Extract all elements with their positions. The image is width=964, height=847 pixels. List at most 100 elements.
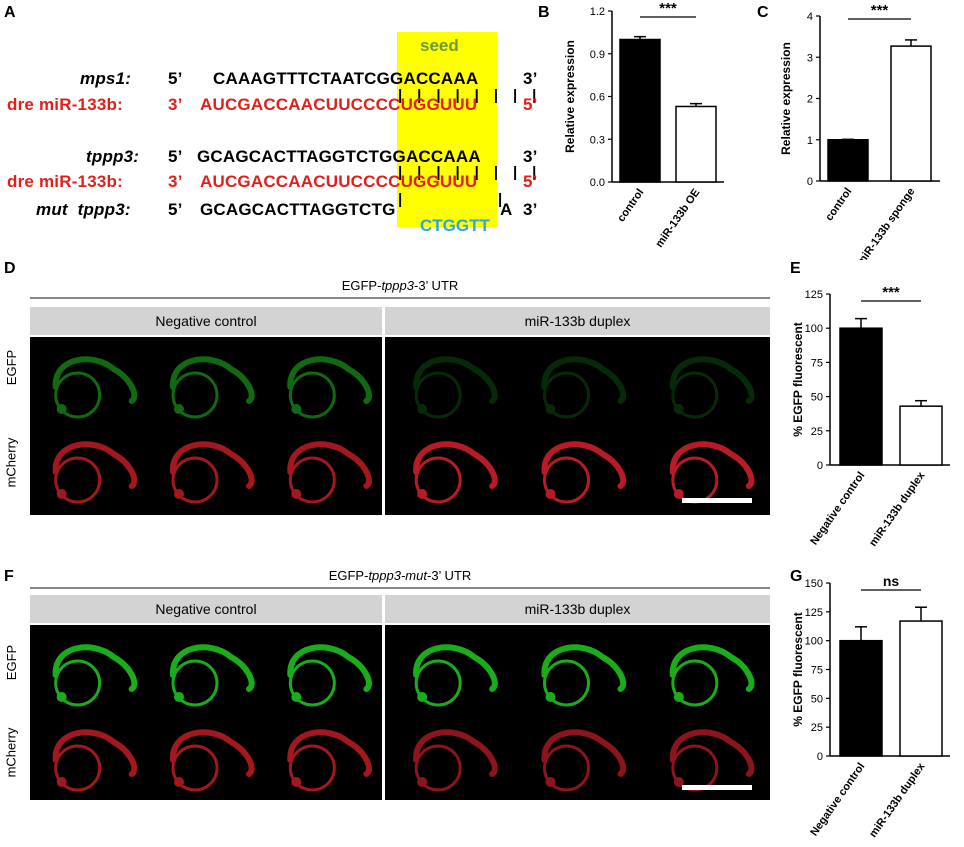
seq-five-1: 5’ (168, 69, 183, 88)
embryo-head (545, 692, 556, 702)
y-tick-label: 50 (811, 392, 823, 404)
embryo-yolk (671, 659, 719, 707)
panel-f-row-mcherry: mCherry (3, 727, 19, 778)
embryo-head (673, 692, 684, 702)
seq-three-3: 3’ (523, 147, 538, 166)
embryo-yolk (414, 659, 462, 707)
embryo-body (287, 644, 372, 692)
embryo-yolk (414, 744, 462, 792)
bar (675, 105, 717, 183)
y-tick-label: 3 (807, 52, 813, 64)
embryo-head (174, 692, 184, 702)
x-tick-label: Negative control (808, 470, 867, 547)
y-tick-label: 25 (811, 426, 823, 438)
y-tick-label: 2 (807, 94, 813, 106)
panel-letter-a: A (4, 4, 16, 21)
panel-d-image-neg (30, 337, 382, 515)
y-tick-label: 75 (811, 357, 823, 369)
embryo-body (52, 729, 138, 777)
panel-d-header-dup: miR-133b duplex (385, 307, 770, 335)
embryo-yolk (288, 456, 336, 504)
y-tick-label: 0.6 (590, 92, 605, 104)
y-tick-label: 25 (811, 722, 823, 734)
panel-f-image-dup (385, 625, 770, 800)
bar (619, 38, 661, 183)
panel-d-row-mcherry: mCherry (3, 437, 19, 488)
embryo-yolk (171, 744, 219, 792)
panel-f-title: EGFP-tppp3-mut-3’ UTR (328, 568, 472, 583)
mcherry-embryo (541, 729, 627, 792)
embryo-head (56, 489, 67, 499)
seed-label: seed (420, 36, 459, 55)
embryo-body (170, 644, 255, 692)
embryo-yolk (543, 456, 590, 504)
mcherry-embryo (413, 729, 498, 792)
embryo-body (170, 356, 255, 404)
y-axis-label: % EGFP fluorescent (791, 612, 805, 726)
embryo-body (541, 644, 627, 692)
embryo-body (287, 356, 372, 404)
egfp-embryo (413, 644, 498, 707)
y-tick-label: 0.9 (590, 49, 605, 61)
chart-c: 0 1 2 3 4 Relative expression control miR-133b … (779, 2, 940, 260)
embryo-body (541, 729, 627, 777)
mcherry-embryo (287, 441, 372, 504)
panel-letter-d: D (4, 260, 16, 277)
significance-label: *** (659, 0, 677, 17)
embryo-body (669, 729, 755, 777)
embryo-head (291, 777, 302, 787)
x-tick-label: miR-133b OE (653, 187, 702, 250)
seq-three-2: 5’ (523, 95, 538, 114)
seq-name-mps1: mps1: (80, 69, 132, 88)
seq-mut-tppp3: GCAGCACTTAGGTCTG (200, 200, 396, 219)
mcherry-embryo (170, 729, 255, 792)
embryo-body (287, 729, 372, 777)
y-tick-label: 0 (817, 751, 823, 763)
panel-f-rule (30, 587, 770, 589)
panel-letter-g: G (790, 568, 803, 585)
panel-f-image-neg (30, 625, 382, 800)
y-tick-label: 0 (817, 460, 823, 472)
panel-d-title: EGFP-tppp3-3’ UTR (341, 278, 459, 293)
seq-name-mir133b-1: dre miR-133b: (7, 95, 123, 114)
embryo-body (52, 356, 138, 404)
panel-f-row-egfp: EGFP (4, 644, 20, 681)
egfp-embryo (541, 644, 627, 707)
embryo-head (56, 404, 67, 414)
embryo-body (52, 441, 138, 489)
y-tick-label: 125 (805, 607, 823, 619)
embryo-head (291, 692, 302, 702)
scale-bar-d (682, 498, 752, 503)
embryo-body (287, 441, 372, 489)
seq-five-3: 5’ (168, 147, 183, 166)
embryo-yolk (171, 371, 219, 419)
egfp-embryo (170, 644, 255, 707)
panel-letter-c: C (757, 4, 769, 21)
pairing-bars-3: | | (398, 191, 503, 208)
embryo-yolk (288, 659, 336, 707)
embryo-body (170, 441, 255, 489)
y-tick-label: 0 (807, 176, 813, 188)
y-axis-label: Relative expression (779, 42, 793, 155)
seq-five-5: 5’ (168, 200, 183, 219)
pairing-bars-1: | | | | | | | | (398, 87, 542, 104)
embryo-body (413, 356, 498, 404)
embryo-yolk (288, 371, 336, 419)
y-axis-label: Relative expression (563, 40, 577, 153)
chart-g: 0 25 50 75 100 125 150 % EGFP fluorescent Negati… (791, 575, 950, 840)
bar (827, 139, 869, 182)
mcherry-embryo (669, 729, 755, 792)
embryo-yolk (54, 456, 102, 504)
embryo-body (52, 644, 138, 692)
panel-letter-b: B (538, 4, 550, 21)
bar (899, 405, 943, 466)
seq-mut-end: A (500, 200, 513, 219)
embryo-body (413, 729, 498, 777)
seq-mir133b-1: AUCGACCAACUUCCCCUGGUUU (200, 95, 478, 114)
embryo-head (174, 777, 184, 787)
y-tick-label: 75 (811, 665, 823, 677)
embryo-head (417, 404, 428, 414)
mutation-insert: CTGGTT (420, 216, 490, 235)
embryo-yolk (543, 371, 590, 419)
seq-tppp3: GCAGCACTTAGGTCTGGACCAAA (197, 147, 481, 166)
